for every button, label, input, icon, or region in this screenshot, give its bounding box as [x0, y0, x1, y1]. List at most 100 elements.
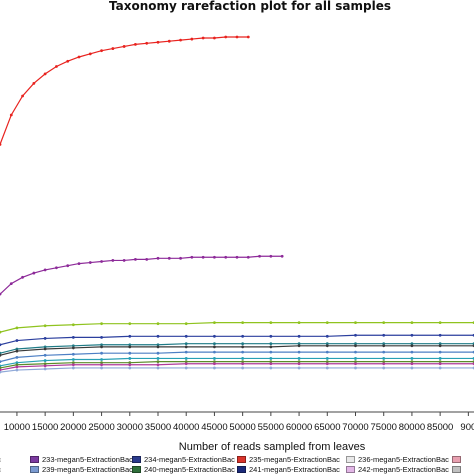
data-point [235, 255, 239, 259]
data-point [190, 37, 194, 41]
data-point [184, 357, 188, 360]
legend-item [452, 465, 464, 474]
data-point [134, 257, 137, 261]
data-point [280, 254, 284, 258]
data-point [382, 333, 386, 337]
data-point [213, 350, 216, 354]
data-point [156, 366, 160, 370]
data-point [43, 268, 47, 272]
data-point [9, 113, 13, 117]
data-point [438, 357, 442, 360]
data-point [179, 256, 182, 260]
data-point [184, 366, 188, 370]
x-tick-label: 60000 [286, 422, 312, 433]
data-point [410, 350, 414, 354]
data-point [43, 324, 47, 328]
x-tick-label: 80000 [399, 422, 425, 433]
data-point [382, 321, 386, 325]
data-point [241, 345, 245, 349]
data-point [325, 350, 329, 354]
data-point [71, 323, 75, 327]
data-point [269, 321, 273, 325]
data-point [258, 254, 261, 258]
series-line-8 [0, 357, 474, 367]
data-point [325, 342, 329, 346]
data-point [213, 362, 216, 366]
data-point [382, 342, 386, 346]
data-point [354, 357, 357, 360]
data-point [0, 292, 2, 296]
data-point [354, 366, 357, 370]
data-point [325, 334, 329, 338]
x-tick-label: 20000 [60, 422, 86, 433]
data-point [297, 357, 301, 360]
legend-item: 241-megan5-ExtractionBac [237, 465, 340, 474]
data-point [410, 321, 414, 325]
data-point [43, 337, 47, 340]
data-point [71, 363, 75, 367]
data-point [156, 351, 160, 355]
legend-item: 236-megan5-ExtractionBac [346, 455, 449, 464]
chart-title: Taxonomy rarefaction plot for all sample… [109, 0, 391, 13]
data-point [354, 362, 357, 366]
legend-item: 239-megan5-ExtractionBac [30, 465, 133, 474]
data-point [71, 352, 75, 356]
series-line-9 [0, 361, 474, 369]
data-point [201, 36, 205, 40]
x-tick-label: 15000 [32, 422, 58, 433]
data-point [241, 350, 245, 354]
data-point [246, 35, 250, 39]
data-point [15, 361, 19, 365]
data-point [156, 345, 160, 349]
data-point [100, 361, 103, 365]
x-tick-label: 45000 [201, 422, 227, 433]
data-point [128, 343, 132, 347]
data-point [438, 362, 442, 366]
data-point [382, 360, 386, 364]
data-point [128, 361, 132, 365]
data-point [0, 351, 2, 355]
data-point [156, 343, 160, 347]
data-point [15, 356, 19, 359]
data-point [128, 357, 132, 360]
data-point [156, 360, 160, 364]
data-point [325, 344, 329, 348]
data-point [100, 335, 103, 339]
data-point [100, 345, 103, 349]
data-point [71, 335, 75, 339]
x-tick-label: 25000 [88, 422, 114, 433]
data-point [297, 344, 301, 348]
data-point [0, 360, 2, 364]
data-point [122, 45, 126, 48]
x-tick-label: 85000 [427, 422, 453, 433]
data-point [410, 342, 414, 346]
data-point [438, 333, 442, 337]
data-point [9, 282, 13, 286]
data-point [100, 358, 103, 361]
series-line-5 [0, 343, 474, 354]
x-axis-ticks: 10000 15000 20000 25000 30000 35000 40000 45000… [4, 412, 474, 433]
data-point [235, 35, 239, 39]
legend-item: 234-megan5-ExtractionBac [132, 455, 235, 464]
data-point [167, 256, 171, 260]
data-point [241, 366, 245, 370]
data-point [156, 40, 160, 44]
data-point [213, 345, 216, 349]
data-point [0, 366, 2, 370]
data-point [88, 261, 92, 264]
data-point [438, 350, 442, 354]
data-point [100, 49, 103, 53]
data-point [325, 321, 329, 325]
data-point [269, 342, 273, 346]
data-point [410, 366, 414, 370]
legend-label: 236-megan5-ExtractionBac [358, 455, 449, 464]
data-point [122, 259, 126, 262]
data-point [71, 344, 75, 348]
data-point [77, 55, 81, 59]
x-tick-label: 10000 [4, 422, 30, 433]
series-line-11 [0, 367, 474, 373]
legend-label: 240-megan5-ExtractionBac [144, 465, 235, 474]
data-point [15, 339, 19, 342]
data-point [184, 334, 188, 338]
